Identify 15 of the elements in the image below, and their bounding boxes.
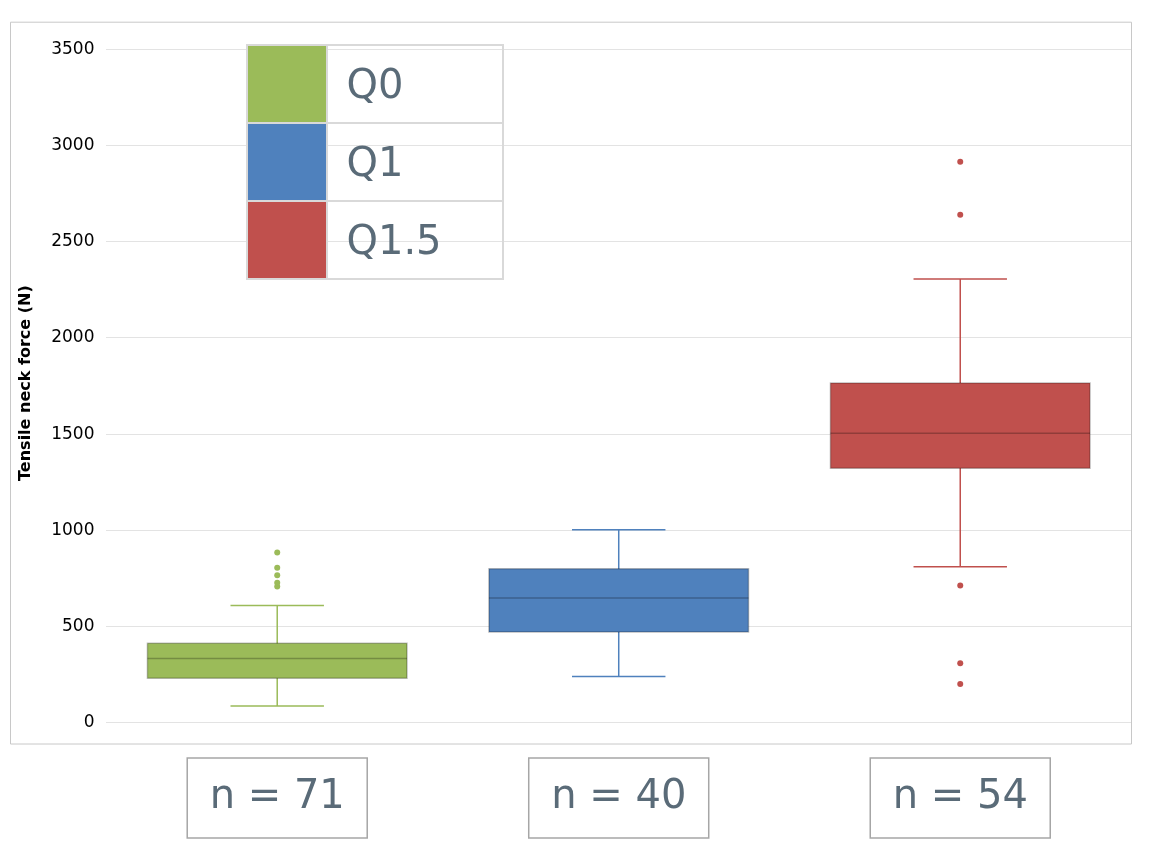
y-tick-label: 1000 bbox=[51, 518, 95, 539]
y-tick-label: 3000 bbox=[51, 133, 95, 154]
x-tick-label: n = 54 bbox=[892, 771, 1028, 818]
y-tick-label: 3500 bbox=[51, 37, 95, 58]
y-tick-label: 500 bbox=[62, 615, 95, 636]
legend-label: Q1 bbox=[327, 123, 504, 202]
y-axis-title: Tensile neck force (N) bbox=[14, 285, 34, 481]
x-tick-label: n = 40 bbox=[551, 771, 687, 818]
x-tick-label: n = 71 bbox=[209, 771, 345, 818]
y-tick-label: 0 bbox=[83, 711, 95, 732]
y-tick-label: 2500 bbox=[51, 230, 95, 251]
y-tick-label: 2000 bbox=[51, 326, 95, 347]
y-tick-label: 1500 bbox=[51, 422, 95, 443]
legend-label: Q1.5 bbox=[327, 201, 504, 280]
legend-label: Q0 bbox=[327, 45, 504, 124]
